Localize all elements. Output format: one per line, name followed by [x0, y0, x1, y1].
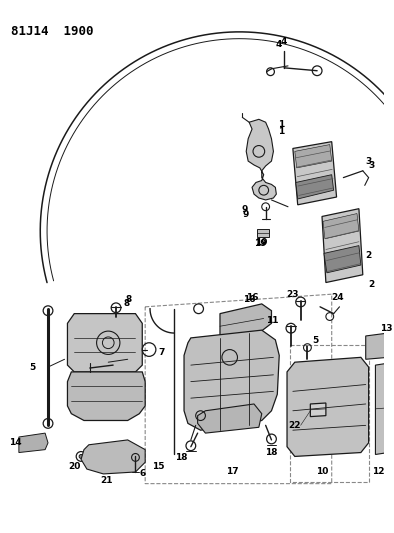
- Polygon shape: [324, 246, 361, 273]
- Text: 12: 12: [372, 467, 385, 477]
- Text: 9: 9: [242, 205, 248, 214]
- Text: 18: 18: [265, 448, 278, 457]
- Text: 23: 23: [286, 290, 299, 298]
- Text: 17: 17: [226, 467, 239, 477]
- Text: 1: 1: [278, 127, 284, 136]
- Text: 3: 3: [366, 157, 372, 166]
- Polygon shape: [257, 229, 269, 237]
- Text: 5: 5: [312, 336, 318, 345]
- Text: 21: 21: [100, 476, 113, 485]
- Text: 10: 10: [316, 467, 328, 477]
- Text: 18: 18: [175, 453, 188, 462]
- Text: 14: 14: [9, 438, 22, 447]
- Text: 2: 2: [366, 251, 372, 260]
- Text: 19: 19: [255, 238, 268, 247]
- Text: 15: 15: [152, 462, 165, 471]
- Polygon shape: [323, 214, 359, 239]
- Text: 20: 20: [68, 462, 80, 471]
- Polygon shape: [375, 363, 388, 455]
- Text: 81J14  1900: 81J14 1900: [11, 25, 94, 38]
- Text: 9: 9: [243, 210, 249, 219]
- Text: 13: 13: [380, 324, 393, 333]
- Text: 7: 7: [159, 348, 165, 357]
- Text: 8: 8: [124, 300, 130, 309]
- Polygon shape: [246, 119, 276, 200]
- Polygon shape: [81, 440, 145, 474]
- Text: 11: 11: [266, 316, 278, 325]
- Polygon shape: [184, 330, 279, 430]
- Polygon shape: [198, 404, 262, 433]
- Text: 16: 16: [246, 293, 258, 302]
- Text: 3: 3: [369, 161, 375, 171]
- Text: 19: 19: [255, 239, 267, 248]
- Text: 1: 1: [278, 120, 284, 128]
- Polygon shape: [310, 403, 326, 417]
- Polygon shape: [67, 313, 142, 372]
- Text: 16: 16: [243, 295, 255, 304]
- Text: 4: 4: [281, 37, 287, 46]
- Text: 4: 4: [275, 40, 281, 49]
- Text: 22: 22: [288, 421, 301, 430]
- Polygon shape: [322, 209, 363, 282]
- Polygon shape: [19, 433, 48, 453]
- Polygon shape: [67, 372, 145, 421]
- Polygon shape: [295, 144, 332, 168]
- Polygon shape: [287, 357, 369, 456]
- Text: 8: 8: [126, 295, 132, 304]
- Text: 24: 24: [332, 293, 344, 302]
- Text: 6: 6: [139, 470, 146, 479]
- Text: 5: 5: [29, 362, 35, 372]
- Polygon shape: [220, 304, 271, 340]
- Polygon shape: [293, 142, 336, 205]
- Polygon shape: [366, 333, 390, 359]
- Text: 2: 2: [369, 280, 375, 289]
- Polygon shape: [296, 175, 334, 199]
- Circle shape: [79, 455, 83, 458]
